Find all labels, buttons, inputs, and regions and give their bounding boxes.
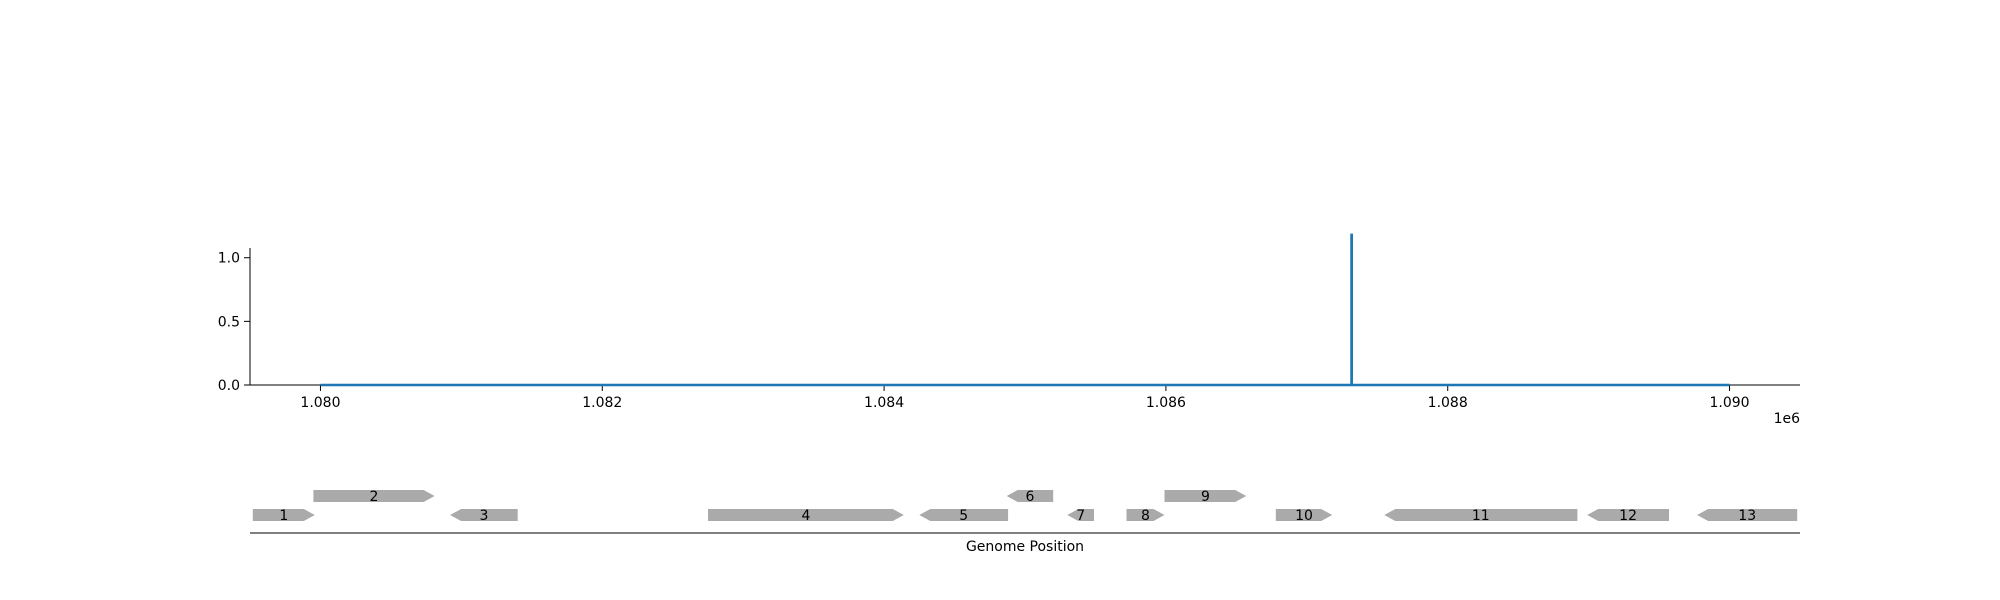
gene-arrow xyxy=(919,509,1009,521)
gene-label: 4 xyxy=(801,508,810,524)
gene-arrow xyxy=(1067,509,1094,521)
x-tick-label: 1.084 xyxy=(864,395,904,411)
gene-arrow xyxy=(1126,509,1165,521)
gene-label: 13 xyxy=(1738,508,1756,524)
x-ticks: 1.080 1.082 1.084 1.086 1.088 1.090 xyxy=(300,385,1750,411)
gene-arrow xyxy=(252,509,315,521)
gene-label: 10 xyxy=(1295,508,1313,524)
gene-arrow xyxy=(1587,509,1669,521)
x-offset-label: 1e6 xyxy=(1774,411,1801,427)
x-tick-label: 1.090 xyxy=(1709,395,1749,411)
x-tick-label: 1.088 xyxy=(1428,395,1468,411)
gene-label: 9 xyxy=(1201,489,1210,505)
gene-label: 3 xyxy=(479,508,488,524)
x-tick-label: 1.080 xyxy=(300,395,340,411)
gene-label: 11 xyxy=(1472,508,1490,524)
gene-arrow xyxy=(1006,490,1054,502)
gene-label: 7 xyxy=(1076,508,1085,524)
gene-label: 6 xyxy=(1025,489,1034,505)
y-tick-label: 0.5 xyxy=(218,314,240,330)
gene-label: 5 xyxy=(959,508,968,524)
gene-arrow xyxy=(1697,509,1798,521)
gene-label: 1 xyxy=(279,508,288,524)
y-ticks: 0.0 0.5 1.0 xyxy=(218,251,250,394)
x-tick-label: 1.086 xyxy=(1146,395,1186,411)
gene-arrow xyxy=(1384,509,1578,521)
genome-position-label: Genome Position xyxy=(966,539,1084,555)
coverage-line xyxy=(320,233,1730,387)
coverage-plot: 0.0 0.5 1.0 1.080 1.082 1.084 1.086 1.088 1.090… xyxy=(218,233,1801,427)
y-tick-label: 1.0 xyxy=(218,251,240,267)
gene-arrow xyxy=(313,490,435,502)
gene-label: 2 xyxy=(370,489,379,505)
gene-label: 8 xyxy=(1141,508,1150,524)
gene-arrow xyxy=(1275,509,1333,521)
y-tick-label: 0.0 xyxy=(218,378,240,394)
gene-arrow xyxy=(708,509,904,521)
x-tick-label: 1.082 xyxy=(582,395,622,411)
gene-arrow xyxy=(1164,490,1247,502)
gene-arrow xyxy=(450,509,518,521)
gene-label: 12 xyxy=(1619,508,1637,524)
